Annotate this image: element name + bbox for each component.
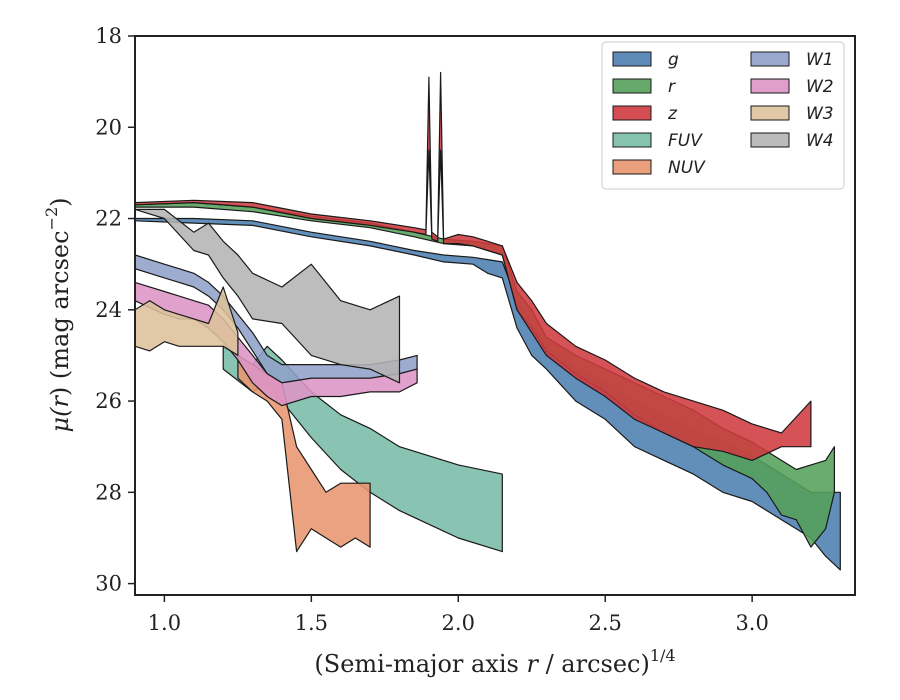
legend-label: FUV: [668, 131, 703, 151]
x-axis-ticks: 1.0 1.5 2.0 2.5 3.0: [148, 595, 769, 635]
band-g: [135, 217, 841, 571]
x-tick-label: 2.5: [589, 611, 622, 635]
y-axis-ticks: 18 20 22 24 26 28 30: [95, 24, 135, 596]
plot-frame: [134, 35, 856, 596]
band-w4: [135, 208, 401, 384]
legend-item-w1: W1: [750, 50, 834, 70]
legend-item-w2: W2: [750, 77, 834, 97]
legend-label: W4: [806, 131, 834, 151]
legend-swatch: [612, 78, 652, 94]
y-tick-label: 28: [95, 480, 122, 504]
legend-label: r: [668, 77, 676, 97]
legend-item-z: z: [612, 104, 678, 124]
y-tick-label: 22: [95, 207, 122, 231]
profile-bands: [135, 71, 841, 571]
x-tick-label: 3.0: [735, 611, 768, 635]
legend-swatch: [612, 105, 652, 121]
x-tick-label: 2.0: [442, 611, 475, 635]
legend-item-g: g: [612, 50, 679, 70]
legend-item-w3: W3: [750, 104, 834, 124]
y-tick-label: 26: [95, 389, 122, 413]
legend-label: W3: [806, 104, 834, 124]
y-tick-label: 18: [95, 24, 122, 48]
band-z: [135, 71, 812, 461]
y-tick-label: 20: [95, 115, 122, 139]
band-w3: [135, 286, 239, 356]
legend-swatch: [750, 78, 790, 94]
x-tick-label: 1.0: [148, 611, 181, 635]
y-axis-label: μ(r) (mag arcsec−2): [42, 197, 74, 432]
legend-swatch: [750, 51, 790, 67]
legend-label: W2: [806, 77, 834, 97]
y-tick-label: 30: [95, 572, 122, 596]
legend-swatch: [612, 51, 652, 67]
legend-item-nuv: NUV: [612, 158, 706, 178]
y-tick-label: 24: [95, 298, 122, 322]
legend-label: NUV: [668, 158, 706, 178]
legend-label: z: [667, 104, 678, 124]
legend-swatch: [750, 105, 790, 121]
x-axis-label: (Semi-major axis r / arcsec)1/4: [314, 646, 675, 678]
legend-item-fuv: FUV: [612, 131, 703, 151]
legend-label: g: [668, 50, 679, 70]
legend-swatch: [612, 132, 652, 148]
legend-item-r: r: [612, 77, 676, 97]
legend-swatch: [612, 159, 652, 175]
x-tick-label: 1.5: [295, 611, 328, 635]
legend-swatch: [750, 132, 790, 148]
legend-label: W1: [806, 50, 834, 70]
legend: grz FUV NUV W1 W2 W3 W4: [601, 41, 845, 190]
legend-item-w4: W4: [750, 131, 834, 151]
